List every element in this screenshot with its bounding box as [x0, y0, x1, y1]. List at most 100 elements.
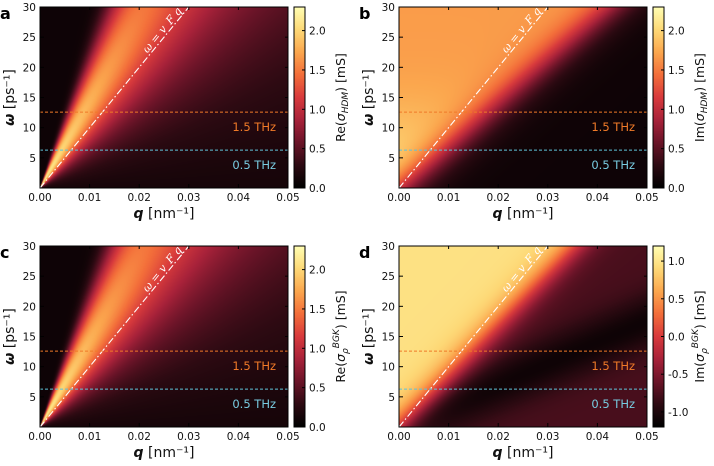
colorbar-tick-label: 1.5 — [668, 65, 685, 77]
y-tick-label: 25 — [23, 271, 36, 283]
y-tick-label: 20 — [23, 301, 36, 313]
y-tick-label: 5 — [29, 153, 36, 165]
colorbar-frame — [652, 6, 665, 189]
colorbar-tick-label: 1.5 — [309, 65, 326, 77]
y-tick-label: 20 — [23, 62, 36, 74]
x-tick-label: 0.05 — [635, 431, 658, 443]
x-axis-label: q [nm⁻¹] — [134, 206, 195, 222]
y-tick-label: 5 — [388, 392, 395, 404]
x-axis-label: q [nm⁻¹] — [134, 445, 195, 461]
colorbar-tick-label: 0.0 — [668, 332, 685, 344]
y-tick-label: 25 — [23, 32, 36, 44]
y-axis-label: ω [ps⁻¹] — [2, 69, 18, 126]
y-tick-label: 5 — [388, 153, 395, 165]
dispersion-line — [398, 6, 549, 189]
y-tick-label: 20 — [382, 62, 395, 74]
x-tick-label: 0.03 — [536, 192, 559, 204]
freq-label: 1.5 THz — [591, 359, 635, 373]
x-tick-label: 0.05 — [276, 192, 299, 204]
colorbar-tick-label: 0.5 — [668, 144, 685, 156]
colorbar-tick-label: 2.0 — [309, 26, 326, 38]
y-axis-label: ω [ps⁻¹] — [2, 308, 18, 365]
colorbar-tick-label: 0.0 — [309, 422, 326, 434]
colorbar-tick-label: 0.5 — [309, 144, 326, 156]
dispersion-line — [39, 245, 190, 428]
colorbar-tick-label: 0.0 — [309, 183, 326, 195]
x-tick-label: 0.00 — [387, 431, 410, 443]
colorbar-label: Im(σHDM) [mS] — [692, 53, 710, 142]
y-tick-label: 30 — [23, 2, 36, 14]
y-tick-label: 15 — [382, 93, 395, 105]
y-tick-label: 10 — [23, 123, 36, 135]
x-tick-label: 0.02 — [128, 431, 151, 443]
colorbar-tick-label: 1.0 — [309, 104, 326, 116]
colorbar-tick-label: 2.0 — [309, 265, 326, 277]
colorbar — [653, 7, 664, 188]
colorbar-tick-label: 0.0 — [668, 183, 685, 195]
colorbar-label: Im(σρBGK) [mS] — [691, 290, 710, 382]
freq-label: 0.5 THz — [591, 397, 635, 411]
freq-label: 1.5 THz — [591, 120, 635, 134]
y-tick-label: 20 — [382, 301, 395, 313]
y-tick-label: 10 — [382, 362, 395, 374]
colorbar-tick-label: -1.0 — [668, 407, 689, 419]
y-axis-label: ω [ps⁻¹] — [361, 69, 377, 126]
colorbar — [294, 7, 305, 188]
y-tick-label: 25 — [382, 271, 395, 283]
x-axis-label: q [nm⁻¹] — [493, 206, 554, 222]
y-tick-label: 15 — [23, 93, 36, 105]
y-tick-label: 10 — [382, 123, 395, 135]
x-axis-label: q [nm⁻¹] — [493, 445, 554, 461]
panel-label: a — [0, 4, 11, 23]
freq-label: 1.5 THz — [232, 359, 276, 373]
colorbar-frame — [293, 245, 306, 428]
colorbar — [294, 246, 305, 427]
x-tick-label: 0.01 — [437, 192, 460, 204]
freq-label: 0.5 THz — [591, 158, 635, 172]
colorbar-label: Re(σρBGK) [mS] — [332, 290, 351, 382]
colorbar-tick-label: 0.5 — [668, 294, 685, 306]
y-tick-label: 10 — [23, 362, 36, 374]
panel-label: d — [359, 243, 370, 262]
colorbar — [653, 246, 664, 427]
panel-label: b — [359, 4, 370, 23]
colorbar-label: Re(σHDM) [mS] — [333, 53, 351, 142]
x-tick-label: 0.04 — [586, 192, 610, 204]
colorbar-frame — [293, 6, 306, 189]
y-tick-label: 5 — [29, 392, 36, 404]
x-tick-label: 0.04 — [227, 431, 251, 443]
y-tick-label: 15 — [382, 332, 395, 344]
y-tick-label: 30 — [382, 241, 395, 253]
y-tick-label: 15 — [23, 332, 36, 344]
x-tick-label: 0.02 — [487, 192, 510, 204]
freq-label: 1.5 THz — [232, 120, 276, 134]
x-tick-label: 0.01 — [437, 431, 460, 443]
x-tick-label: 0.05 — [635, 192, 658, 204]
x-tick-label: 0.02 — [128, 192, 151, 204]
colorbar-tick-label: 1.5 — [309, 304, 326, 316]
y-tick-label: 25 — [382, 32, 395, 44]
x-tick-label: 0.03 — [177, 192, 200, 204]
colorbar-tick-label: 1.0 — [668, 256, 685, 268]
dispersion-line — [39, 6, 190, 189]
x-tick-label: 0.00 — [387, 192, 410, 204]
freq-label: 0.5 THz — [232, 158, 276, 172]
x-tick-label: 0.05 — [276, 431, 299, 443]
panel-label: c — [0, 243, 9, 262]
x-tick-label: 0.04 — [586, 431, 610, 443]
y-axis-label: ω [ps⁻¹] — [361, 308, 377, 365]
y-tick-label: 30 — [382, 2, 395, 14]
freq-label: 0.5 THz — [232, 397, 276, 411]
x-tick-label: 0.01 — [78, 192, 101, 204]
colorbar-tick-label: -0.5 — [668, 369, 689, 381]
x-tick-label: 0.04 — [227, 192, 251, 204]
x-tick-label: 0.02 — [487, 431, 510, 443]
y-tick-label: 30 — [23, 241, 36, 253]
x-tick-label: 0.00 — [28, 192, 51, 204]
colorbar-tick-label: 1.0 — [668, 104, 685, 116]
colorbar-tick-label: 2.0 — [668, 26, 685, 38]
